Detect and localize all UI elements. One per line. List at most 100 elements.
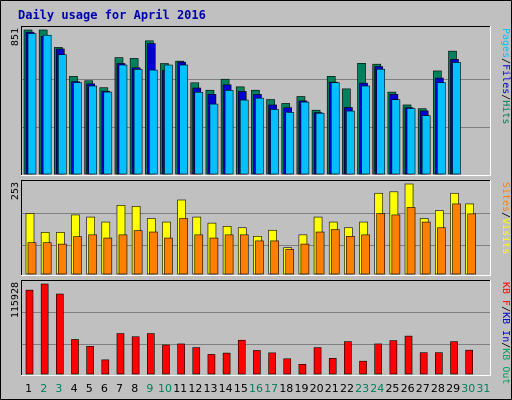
pages-bar-day-24 [376,68,386,175]
sites-bar-day-23 [361,234,370,275]
kbf-bar-day-24 [374,343,383,375]
top-panel-legend-part-5: Hits [500,100,511,124]
day-label-13: 13 [204,382,218,395]
sites-bar-day-14 [224,234,234,275]
panel-kb: 115928 KB F/KB In/KB Out [10,280,511,384]
chart-title: Daily usage for April 2016 [18,8,206,22]
top-panel-legend-part-4: / [500,94,511,100]
bottom-panel-ymax-label: 115928 [10,282,21,318]
pages-bar-day-20 [315,112,325,175]
pages-bar-day-5 [88,85,97,175]
sites-bar-day-18 [285,249,295,275]
kbf-bar-day-14 [222,352,231,375]
sites-bar-day-8 [133,230,143,275]
pages-bar-day-25 [391,99,401,175]
bottom-panel-legend-part-2: / [500,306,511,312]
kbf-bar-day-23 [359,360,367,375]
pages-bar-day-23 [361,85,370,175]
kbf-bar-day-6 [101,359,110,375]
top-panel-ymax-label: 851 [10,28,21,46]
sites-bar-day-12 [194,234,204,275]
sites-bar-day-24 [376,213,386,275]
day-label-10: 10 [158,382,172,395]
day-label-27: 27 [416,382,430,395]
sites-bar-day-29 [452,203,461,275]
day-label-31: 31 [476,382,490,395]
day-label-8: 8 [131,382,138,395]
sites-bar-day-15 [239,234,249,275]
bottom-panel-legend-part-4: / [500,342,511,348]
day-label-29: 29 [446,382,460,395]
day-label-28: 28 [431,382,445,395]
day-label-18: 18 [279,382,293,395]
sites-bar-day-7 [118,234,128,275]
sites-bar-day-17 [270,240,279,275]
bottom-panel-legend-part-1: KB F [500,282,511,306]
kbf-bar-day-12 [192,347,201,375]
x-axis-day-labels: 1 2 3 4 5 6 7 8 9 10 11 12 13 14 15 16 17 18 19 20 21 22 23 24 2… [25,382,490,395]
sites-bar-day-19 [300,243,310,275]
pages-bar-day-4 [73,82,82,175]
kbf-bar-day-7 [116,333,125,375]
day-label-26: 26 [401,382,415,395]
pages-bar-day-16 [255,97,264,175]
sites-bar-day-4 [73,236,82,275]
kbf-bar-day-18 [283,358,292,375]
panel-hits-files-pages: 851 Pages/Files/Hits [10,26,511,176]
day-label-14: 14 [219,382,233,395]
bottom-panel-legend: KB F/KB In/KB Out [500,282,511,384]
pages-bar-day-3 [58,54,67,175]
kbf-bar-day-19 [298,363,307,375]
day-label-23: 23 [355,382,369,395]
sites-bar-day-10 [164,237,173,275]
kbf-bar-day-20 [313,347,322,375]
pages-bar-day-15 [239,99,249,175]
kbf-bar-day-8 [131,336,140,375]
sites-bar-day-13 [209,237,219,275]
sites-bar-day-2 [42,242,52,275]
day-label-11: 11 [173,382,187,395]
pages-bar-day-6 [103,91,113,175]
day-label-21: 21 [325,382,339,395]
day-label-30: 30 [461,382,475,395]
sites-bar-day-1 [27,242,37,275]
kbf-bar-day-1 [25,289,34,375]
day-label-3: 3 [55,382,62,395]
bottom-panel-legend-part-3: KB In [500,312,511,342]
day-label-4: 4 [71,382,78,395]
sites-bar-day-26 [406,207,416,275]
day-label-15: 15 [234,382,248,395]
kbf-bar-day-26 [404,335,413,375]
pages-bar-day-1 [27,33,37,175]
pages-bar-day-26 [406,108,416,175]
day-label-25: 25 [385,382,399,395]
sites-bar-day-16 [255,240,264,275]
sites-bar-day-25 [391,214,401,275]
day-label-17: 17 [264,382,278,395]
day-label-7: 7 [116,382,123,395]
sites-bar-day-22 [346,235,355,275]
pages-bar-day-19 [300,101,310,175]
day-label-5: 5 [86,382,93,395]
day-label-16: 16 [249,382,263,395]
kbf-bar-day-13 [207,354,216,375]
top-panel-legend: Pages/Files/Hits [500,28,511,124]
middle-panel-legend-part-1: Sites [500,182,511,212]
sites-bar-day-30 [467,213,476,275]
bottom-panel-legend-part-5: KB Out [500,348,511,384]
pages-bar-day-21 [330,82,340,175]
sites-bar-day-9 [148,231,158,275]
pages-bar-day-14 [224,90,234,175]
kbf-bar-day-30 [465,349,473,375]
pages-bar-day-28 [437,82,446,175]
sites-bar-day-11 [179,218,188,275]
kbf-bar-day-27 [419,352,428,375]
day-label-19: 19 [294,382,308,395]
panel-visits-sites: 253 Sites/Visits [10,180,511,276]
kbf-bar-day-4 [71,339,79,375]
sites-bar-day-20 [315,231,325,275]
kbf-bar-day-9 [146,333,155,375]
sites-bar-day-6 [103,237,113,275]
